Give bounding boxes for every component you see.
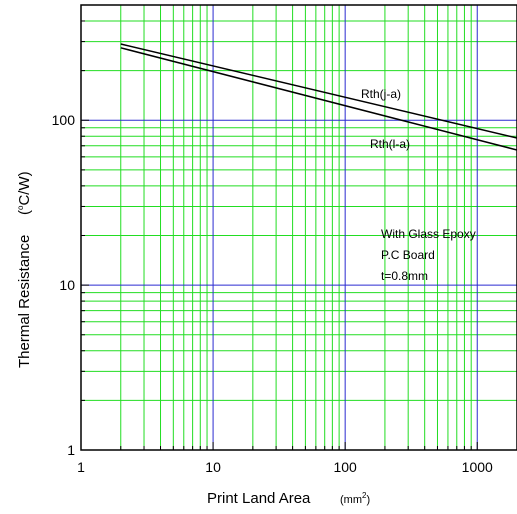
- annotation-line-2: P.C Board: [381, 248, 435, 262]
- series-label-rth-l-a: Rth(l-a): [370, 137, 410, 151]
- x-tick-label: 10: [205, 459, 221, 475]
- y-tick-label: 1: [67, 442, 75, 458]
- annotation-line-1: With Glass Epoxy: [381, 227, 476, 241]
- annotation-note: With Glass Epoxy P.C Board t=0.8mm: [381, 227, 476, 283]
- x-tick-label: 1: [77, 459, 85, 475]
- y-tick-label: 10: [59, 277, 75, 293]
- series-line-rth-j-a: [120, 43, 517, 139]
- y-tick-label: 100: [52, 112, 76, 128]
- x-axis-unit-open: (mm: [340, 494, 362, 506]
- series-label-rth-j-a: Rth(j-a): [361, 87, 401, 101]
- x-axis-unit-close: ): [366, 494, 370, 506]
- x-axis-label: Print Land Area: [207, 490, 311, 507]
- y-axis-unit-rest: C/W): [16, 171, 33, 205]
- y-axis-unit-sup: o: [16, 205, 25, 210]
- x-axis-title: Print Land Area (mm2): [207, 490, 370, 507]
- series-lines: [120, 43, 517, 151]
- annotation-line-3: t=0.8mm: [381, 269, 428, 283]
- series-line-rth-l-a: [120, 47, 517, 151]
- minor-gridlines: [81, 5, 517, 450]
- x-axis-unit: (mm2): [340, 491, 370, 506]
- y-axis-unit-open: (: [16, 210, 33, 215]
- y-axis-title: Thermal Resistance (oC/W): [16, 171, 33, 368]
- x-tick-label: 100: [333, 459, 357, 475]
- tick-marks: [81, 20, 478, 450]
- x-axis-unit-sup: 2: [362, 491, 367, 500]
- tick-labels: 1 10 100 1000 1 10 100: [52, 112, 493, 475]
- y-axis-unit: (oC/W): [16, 171, 33, 215]
- plot-frame: [80, 4, 517, 451]
- y-axis-label: Thermal Resistance: [16, 235, 33, 368]
- x-tick-label: 1000: [462, 459, 493, 475]
